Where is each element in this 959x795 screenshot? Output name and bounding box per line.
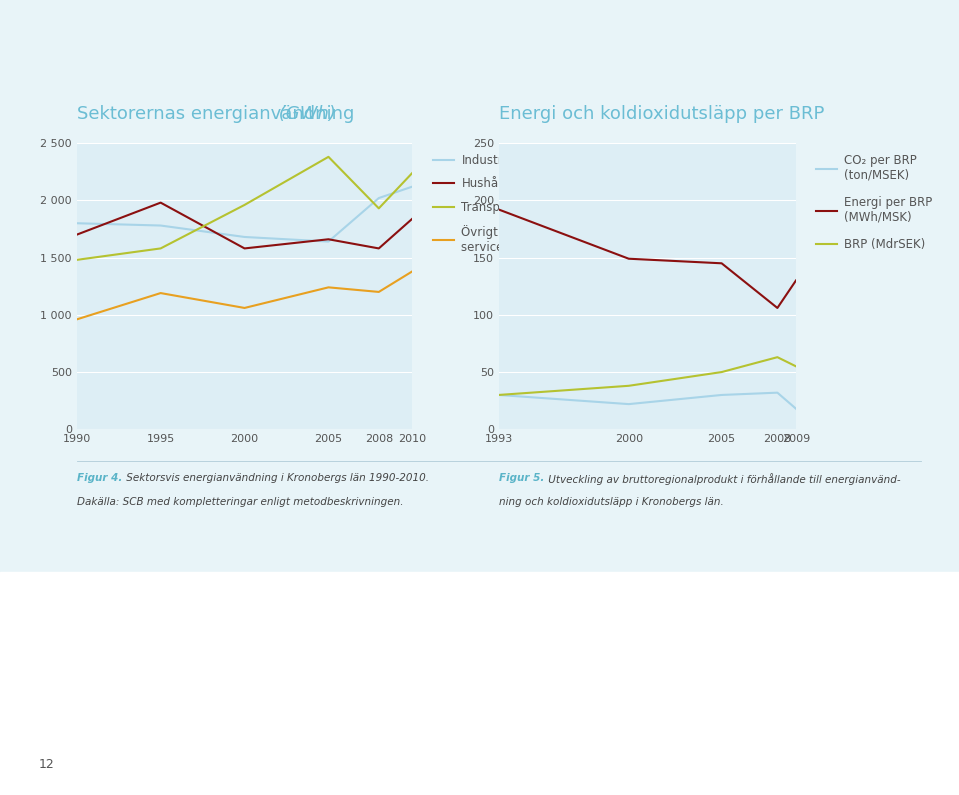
Text: Dakälla: SCB med kompletteringar enligt metodbeskrivningen.: Dakälla: SCB med kompletteringar enligt … xyxy=(77,497,403,507)
Legend: Industri, Hushåll, Transport, Övrigt (jordbruk,
service, tjänster): Industri, Hushåll, Transport, Övrigt (jo… xyxy=(429,149,567,258)
Text: ning och koldioxidutsläpp i Kronobergs län.: ning och koldioxidutsläpp i Kronobergs l… xyxy=(499,497,723,507)
Text: Utveckling av bruttoregionalprodukt i förhållande till energianvänd-: Utveckling av bruttoregionalprodukt i fö… xyxy=(545,473,901,485)
Text: Figur 4.: Figur 4. xyxy=(77,473,122,483)
Legend: CO₂ per BRP
(ton/MSEK), Energi per BRP
(MWh/MSK), BRP (MdrSEK): CO₂ per BRP (ton/MSEK), Energi per BRP (… xyxy=(810,149,937,256)
Text: 12: 12 xyxy=(38,758,54,771)
Text: Sektorsvis energianvändning i Kronobergs län 1990-2010.: Sektorsvis energianvändning i Kronobergs… xyxy=(123,473,429,483)
Text: Energi och koldioxidutsläpp per BRP: Energi och koldioxidutsläpp per BRP xyxy=(499,105,824,123)
Text: (GWh): (GWh) xyxy=(273,105,337,123)
Text: Figur 5.: Figur 5. xyxy=(499,473,544,483)
Text: Sektorernas energianvändning: Sektorernas energianvändning xyxy=(77,105,354,123)
